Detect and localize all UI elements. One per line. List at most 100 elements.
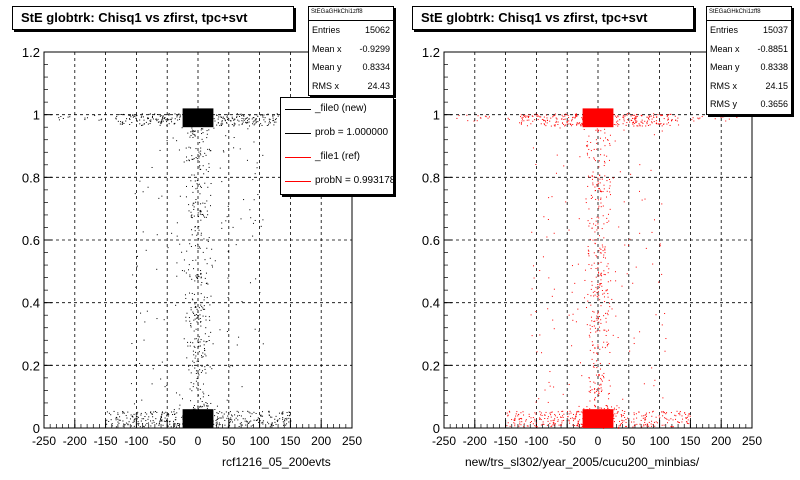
scatter-point xyxy=(216,423,218,425)
scatter-point xyxy=(250,415,252,417)
scatter-point xyxy=(546,424,548,426)
scatter-point xyxy=(598,318,600,320)
scatter-point xyxy=(176,116,178,118)
scatter-point xyxy=(596,216,598,218)
scatter-point xyxy=(225,411,227,413)
x-tick-label: 150 xyxy=(680,434,700,448)
scatter-point xyxy=(202,383,204,385)
scatter-point xyxy=(548,381,550,383)
scatter-point xyxy=(202,308,204,310)
scatter-point xyxy=(270,424,272,426)
scatter-point xyxy=(202,352,204,354)
scatter-point xyxy=(456,117,458,119)
scatter-point xyxy=(576,115,578,117)
scatter-point xyxy=(242,410,244,412)
scatter-point xyxy=(195,372,197,374)
scatter-point xyxy=(277,115,279,117)
scatter-point xyxy=(608,343,610,345)
scatter-point xyxy=(600,202,602,204)
scatter-point xyxy=(248,118,250,120)
scatter-point xyxy=(653,121,655,123)
scatter-point xyxy=(285,424,287,426)
scatter-point xyxy=(120,121,122,123)
scatter-point xyxy=(202,315,204,317)
scatter-point xyxy=(553,328,555,330)
scatter-point xyxy=(606,196,608,198)
scatter-point xyxy=(247,120,249,122)
scatter-point xyxy=(648,421,650,423)
scatter-point xyxy=(476,120,478,122)
scatter-point xyxy=(200,321,202,323)
scatter-point xyxy=(621,419,623,421)
scatter-point xyxy=(116,417,118,419)
scatter-point xyxy=(208,163,210,165)
scatter-point xyxy=(595,198,597,200)
scatter-point xyxy=(631,120,633,122)
scatter-point xyxy=(653,117,655,119)
scatter-point xyxy=(660,123,662,125)
scatter-point xyxy=(150,412,152,414)
scatter-point xyxy=(216,421,218,423)
scatter-point xyxy=(198,374,200,376)
scatter-point xyxy=(574,282,576,284)
scatter-point xyxy=(205,327,207,329)
scatter-point xyxy=(134,419,136,421)
scatter-point xyxy=(217,118,219,120)
scatter-point xyxy=(634,119,636,121)
scatter-point xyxy=(198,351,200,353)
scatter-point xyxy=(201,127,203,129)
scatter-point xyxy=(108,412,110,414)
scatter-point xyxy=(275,415,277,417)
scatter-point xyxy=(241,424,243,426)
scatter-point xyxy=(197,408,199,410)
scatter-point xyxy=(176,422,178,424)
scatter-point xyxy=(668,419,670,421)
scatter-point xyxy=(200,203,202,205)
scatter-point xyxy=(152,368,154,370)
scatter-point xyxy=(272,114,274,116)
scatter-point xyxy=(191,298,193,300)
scatter-point xyxy=(506,425,508,427)
stats-row: Mean x -0.9299 xyxy=(312,43,390,54)
scatter-point xyxy=(600,319,602,321)
scatter-point xyxy=(236,113,238,115)
scatter-point xyxy=(609,194,611,196)
scatter-point xyxy=(566,121,568,123)
scatter-point xyxy=(227,250,229,252)
scatter-point xyxy=(272,115,274,117)
scatter-point xyxy=(203,296,205,298)
scatter-point xyxy=(663,123,665,125)
scatter-point xyxy=(575,414,577,416)
scatter-point xyxy=(590,141,592,143)
scatter-point xyxy=(520,424,522,426)
scatter-point xyxy=(603,270,605,272)
y-tick-label: 1.2 xyxy=(22,45,40,60)
scatter-point xyxy=(206,297,208,299)
scatter-point xyxy=(638,123,640,125)
scatter-point xyxy=(565,124,567,126)
scatter-point xyxy=(258,421,260,423)
scatter-point xyxy=(230,414,232,416)
scatter-point xyxy=(623,118,625,120)
scatter-point xyxy=(200,273,202,275)
scatter-point xyxy=(165,421,167,423)
scatter-point xyxy=(158,121,160,123)
scatter-point xyxy=(242,121,244,123)
scatter-point xyxy=(208,335,210,337)
scatter-point xyxy=(595,239,597,241)
scatter-point xyxy=(139,180,141,182)
scatter-point xyxy=(635,121,637,123)
scatter-point xyxy=(522,116,524,118)
scatter-point xyxy=(185,156,187,158)
scatter-point xyxy=(194,367,196,369)
scatter-point xyxy=(233,118,235,120)
scatter-point xyxy=(568,419,570,421)
scatter-point xyxy=(159,149,161,151)
scatter-point xyxy=(645,125,647,127)
scatter-point xyxy=(172,414,174,416)
scatter-point xyxy=(178,408,180,410)
scatter-point xyxy=(623,116,625,118)
scatter-point xyxy=(161,420,163,422)
scatter-point xyxy=(219,417,221,419)
scatter-point xyxy=(166,124,168,126)
